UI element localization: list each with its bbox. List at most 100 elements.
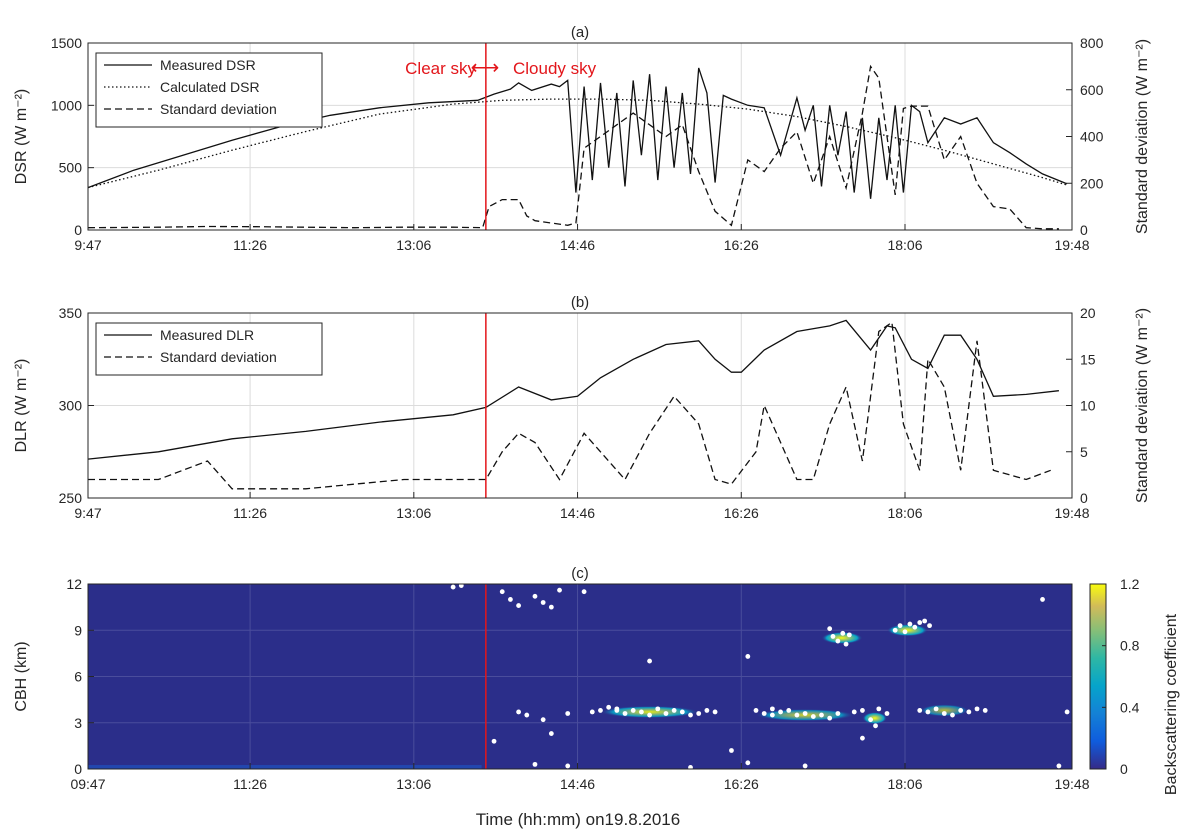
cbh-point	[524, 712, 530, 718]
cbh-point	[827, 626, 833, 632]
legend-box	[95, 322, 323, 376]
cbh-point	[846, 632, 852, 638]
cbh-point	[769, 712, 775, 718]
cbh-point	[761, 711, 767, 716]
cbh-point	[827, 715, 833, 721]
cbh-point	[769, 706, 775, 712]
y-right-tick-label: 0	[1080, 490, 1088, 506]
cbh-point	[647, 712, 652, 718]
cbh-point	[647, 658, 652, 664]
cloudy-sky-label: Cloudy sky	[513, 59, 597, 78]
x-tick-label: 18:06	[887, 776, 922, 792]
x-tick-label: 18:06	[887, 237, 922, 253]
cbh-point	[958, 708, 964, 713]
x-tick-label: 11:26	[233, 505, 267, 521]
cbh-point	[810, 714, 816, 719]
cbh-point	[786, 708, 792, 713]
cbh-point	[966, 709, 972, 715]
cbh-point	[925, 709, 931, 715]
cbh-point	[589, 709, 595, 715]
cbh-point	[753, 708, 759, 713]
colorbar-tick-label: 1.2	[1120, 576, 1140, 592]
y-right-axis-label: Standard deviation (W m⁻²)	[1134, 308, 1151, 503]
x-tick-label: 16:26	[724, 505, 759, 521]
clear-cloudy-annotation: Clear sky ⟷ Cloudy sky	[405, 57, 597, 79]
cbh-point	[532, 761, 538, 767]
y-right-tick-label: 600	[1080, 82, 1104, 98]
cbh-point	[860, 708, 865, 713]
cbh-point	[508, 597, 513, 602]
cbh-point	[830, 634, 836, 639]
y-axis-label: DSR (W m⁻²)	[13, 89, 30, 185]
cbh-point	[907, 621, 913, 627]
colorbar	[1089, 583, 1107, 770]
y-tick-label: 6	[74, 669, 82, 685]
cbh-point	[565, 711, 571, 716]
panel-b-dlr: 9:47 11:26 13:06 14:46 16:26 18:06 19:48 250 300…	[13, 294, 1151, 521]
colorbar-tick-label: 0.8	[1120, 638, 1140, 654]
cbh-point	[902, 629, 908, 635]
panel-label: (c)	[571, 565, 589, 582]
cbh-point	[941, 711, 947, 716]
heatmap-surface-band	[88, 765, 482, 769]
cbh-point	[598, 708, 603, 713]
series-line	[87, 64, 1059, 230]
cbh-point	[516, 603, 522, 608]
cbh-point	[704, 708, 710, 713]
cbh-point	[851, 709, 857, 715]
cbh-point	[688, 712, 693, 718]
y-axis-label: DLR (W m⁻²)	[13, 359, 30, 453]
cbh-point	[868, 717, 874, 723]
x-tick-label: 16:26	[724, 776, 759, 792]
cbh-point	[606, 704, 612, 710]
cbh-point	[802, 711, 808, 716]
x-tick-label: 11:26	[233, 776, 267, 792]
y-tick-label: 300	[59, 398, 83, 414]
x-tick-label: 11:26	[233, 237, 267, 253]
x-tick-label: 18:06	[887, 505, 922, 521]
y-tick-label: 12	[66, 576, 82, 592]
legend-label: Calculated DSR	[160, 79, 260, 95]
x-tick-label: 13:06	[396, 505, 431, 521]
cbh-point	[950, 712, 955, 718]
cbh-point	[927, 623, 932, 629]
cbh-point	[622, 711, 628, 716]
x-tick-label: 9:47	[74, 237, 101, 253]
cbh-point	[884, 711, 890, 716]
x-tick-label: 14:46	[560, 237, 595, 253]
x-tick-label: 19:48	[1054, 505, 1089, 521]
cbh-point	[1040, 597, 1045, 602]
figure-x-axis-label: Time (hh:mm) on19.8.2016	[476, 810, 680, 829]
x-tick-label: 19:48	[1054, 776, 1089, 792]
cbh-point	[933, 706, 939, 712]
legend-label: Measured DLR	[160, 327, 254, 343]
clear-cloudy-arrow: ⟷	[471, 57, 500, 79]
x-tick-label: 13:06	[396, 237, 431, 253]
panel-label: (b)	[571, 294, 589, 311]
cbh-point	[860, 735, 865, 741]
clear-sky-label: Clear sky	[405, 59, 476, 78]
cbh-point	[835, 638, 841, 644]
cbh-point	[516, 709, 522, 715]
y-right-tick-label: 200	[1080, 175, 1104, 191]
cbh-point	[897, 623, 903, 629]
cbh-point	[819, 712, 824, 718]
y-right-tick-label: 5	[1080, 444, 1088, 460]
y-right-tick-label: 400	[1080, 129, 1104, 145]
series-line	[87, 98, 1068, 189]
cbh-point	[729, 748, 734, 753]
colorbar-label: Backscattering coefficient	[1163, 613, 1180, 795]
cloud-layer	[886, 624, 928, 637]
cbh-point	[712, 709, 718, 715]
series-line	[87, 67, 1068, 199]
cbh-point	[565, 763, 571, 769]
y-tick-label: 1500	[51, 35, 82, 51]
cbh-point	[745, 760, 751, 766]
cbh-point	[912, 624, 918, 630]
cbh-point	[548, 731, 554, 736]
cbh-point	[843, 641, 849, 647]
cbh-point	[794, 712, 800, 718]
cbh-point	[540, 600, 546, 605]
cbh-point	[922, 618, 928, 624]
y-axis-label: CBH (km)	[13, 641, 30, 711]
